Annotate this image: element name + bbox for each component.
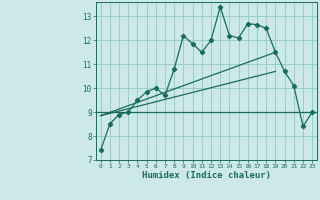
X-axis label: Humidex (Indice chaleur): Humidex (Indice chaleur) <box>142 171 271 180</box>
